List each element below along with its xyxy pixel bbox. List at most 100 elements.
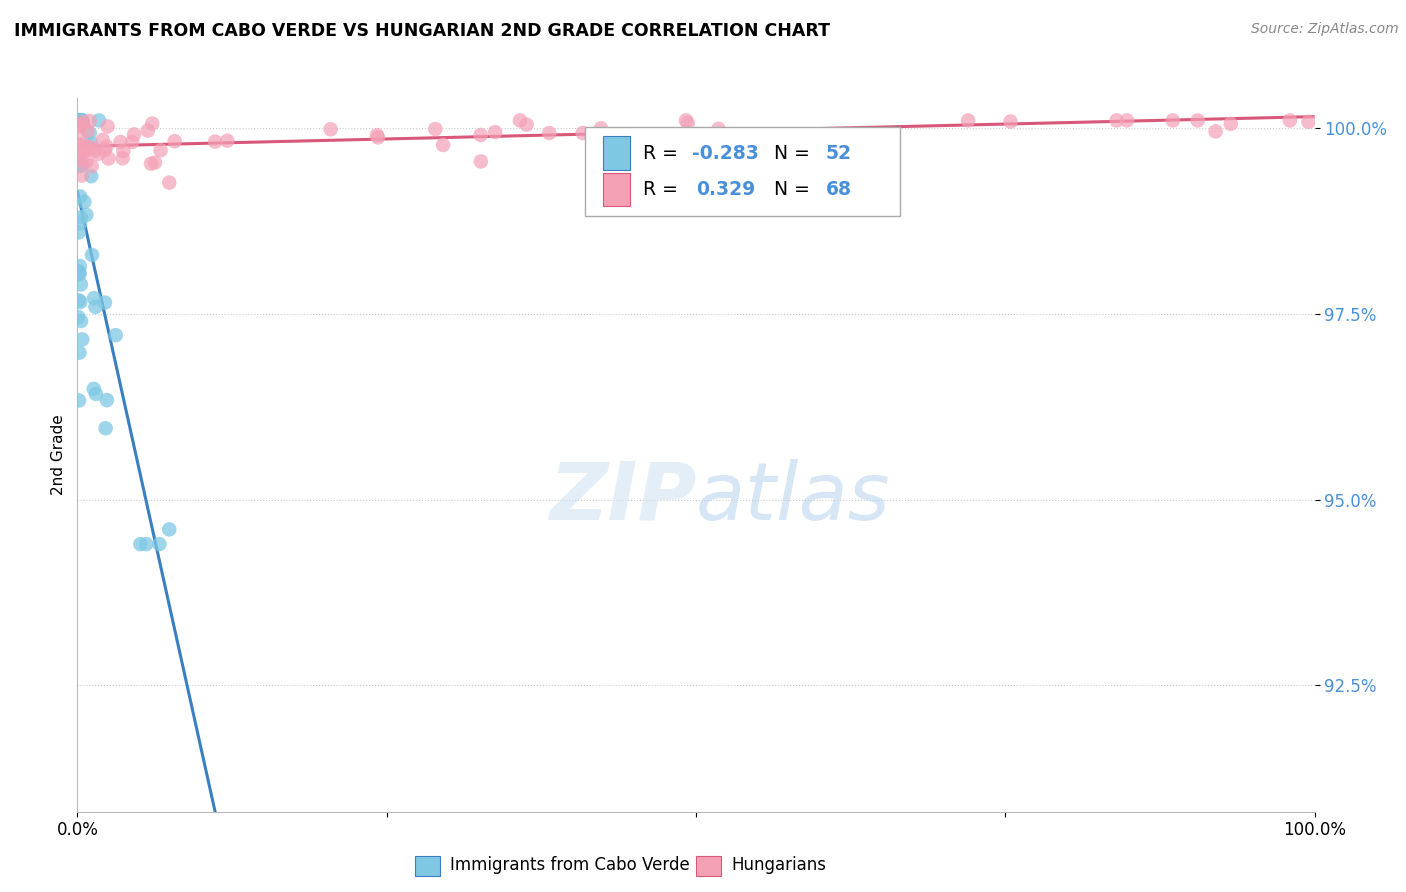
Point bbox=[97, 152, 120, 166]
Text: R =: R = bbox=[643, 180, 689, 199]
Point bbox=[84, 300, 107, 314]
Point bbox=[67, 113, 90, 128]
Point bbox=[67, 113, 90, 128]
Point bbox=[83, 382, 105, 396]
Point bbox=[69, 139, 91, 153]
Point bbox=[76, 124, 98, 138]
Point bbox=[67, 113, 90, 128]
Point bbox=[70, 314, 93, 328]
Point bbox=[69, 345, 91, 359]
Point bbox=[129, 537, 152, 551]
Point bbox=[69, 189, 91, 203]
Point bbox=[67, 267, 90, 281]
Point bbox=[83, 144, 105, 158]
Point bbox=[70, 113, 93, 128]
Point bbox=[76, 139, 98, 153]
Point bbox=[75, 154, 97, 169]
Point bbox=[67, 119, 90, 133]
FancyBboxPatch shape bbox=[603, 173, 630, 206]
Point bbox=[67, 113, 90, 128]
Point bbox=[94, 421, 117, 435]
Point bbox=[67, 393, 90, 408]
Point bbox=[70, 158, 93, 172]
Point bbox=[67, 226, 90, 240]
Text: 52: 52 bbox=[825, 144, 852, 162]
Point bbox=[1000, 114, 1022, 128]
Point bbox=[135, 537, 157, 551]
Text: N =: N = bbox=[762, 144, 815, 162]
Point bbox=[80, 248, 103, 262]
Point bbox=[72, 118, 94, 132]
Point bbox=[589, 121, 612, 136]
Point bbox=[72, 115, 94, 129]
Point bbox=[143, 155, 166, 169]
Text: Source: ZipAtlas.com: Source: ZipAtlas.com bbox=[1251, 22, 1399, 37]
Point bbox=[112, 144, 135, 158]
Point bbox=[367, 130, 389, 145]
FancyBboxPatch shape bbox=[585, 127, 900, 216]
Point bbox=[957, 113, 980, 128]
Point bbox=[80, 159, 103, 173]
Point bbox=[1187, 113, 1209, 128]
Point bbox=[67, 138, 90, 153]
Point bbox=[94, 295, 117, 310]
Text: IMMIGRANTS FROM CABO VERDE VS HUNGARIAN 2ND GRADE CORRELATION CHART: IMMIGRANTS FROM CABO VERDE VS HUNGARIAN … bbox=[14, 22, 830, 40]
Point bbox=[69, 216, 91, 230]
Point bbox=[484, 125, 506, 139]
Point bbox=[67, 152, 90, 166]
Point bbox=[139, 156, 162, 170]
Point bbox=[148, 537, 170, 551]
Point bbox=[69, 128, 91, 143]
Text: ZIP: ZIP bbox=[548, 458, 696, 537]
Point bbox=[319, 122, 342, 136]
Text: Hungarians: Hungarians bbox=[731, 856, 827, 874]
Text: 0.329: 0.329 bbox=[696, 180, 755, 199]
Point bbox=[80, 169, 103, 184]
Point bbox=[79, 114, 101, 128]
Point bbox=[1219, 117, 1241, 131]
Point bbox=[84, 387, 107, 401]
Point bbox=[97, 120, 120, 134]
Point bbox=[72, 140, 94, 154]
Text: Immigrants from Cabo Verde: Immigrants from Cabo Verde bbox=[450, 856, 690, 874]
Point bbox=[96, 393, 118, 408]
Point bbox=[111, 151, 134, 165]
Point bbox=[516, 118, 538, 132]
Point bbox=[432, 138, 454, 153]
Point bbox=[509, 113, 531, 128]
Point bbox=[69, 259, 91, 273]
Point bbox=[87, 146, 110, 161]
Point bbox=[66, 264, 89, 278]
Point bbox=[149, 143, 172, 157]
Point bbox=[67, 113, 90, 128]
Point bbox=[66, 143, 89, 157]
Point bbox=[538, 126, 561, 140]
Point bbox=[69, 265, 91, 279]
Point bbox=[70, 138, 93, 153]
Point bbox=[157, 522, 180, 536]
Point bbox=[94, 143, 117, 157]
Text: -0.283: -0.283 bbox=[692, 144, 759, 162]
Point bbox=[69, 277, 91, 292]
Point bbox=[1105, 113, 1128, 128]
Point bbox=[675, 113, 697, 128]
Point bbox=[73, 194, 96, 209]
Point bbox=[204, 135, 226, 149]
Point bbox=[676, 116, 699, 130]
Point bbox=[470, 128, 492, 142]
Point bbox=[83, 291, 105, 305]
Point bbox=[136, 123, 159, 137]
Point bbox=[366, 128, 388, 143]
Point bbox=[67, 113, 90, 128]
Point bbox=[217, 134, 239, 148]
Text: atlas: atlas bbox=[696, 458, 891, 537]
Point bbox=[72, 154, 94, 169]
Text: N =: N = bbox=[762, 180, 815, 199]
Point bbox=[141, 116, 163, 130]
Point bbox=[1205, 124, 1227, 138]
Point bbox=[1116, 113, 1139, 128]
Point bbox=[91, 133, 114, 147]
Point bbox=[79, 126, 101, 140]
Point bbox=[67, 159, 90, 173]
Point bbox=[571, 126, 593, 140]
